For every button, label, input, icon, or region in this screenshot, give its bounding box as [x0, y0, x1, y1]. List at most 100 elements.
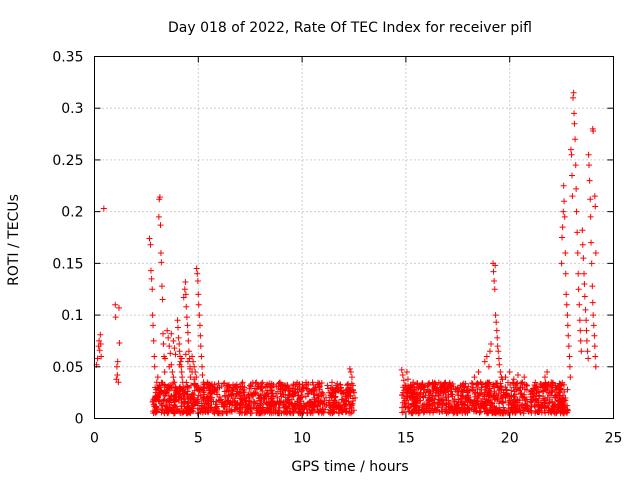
data-point — [214, 391, 221, 398]
data-point — [570, 89, 577, 96]
data-point — [566, 353, 573, 360]
data-point — [421, 400, 428, 407]
data-point — [182, 351, 189, 358]
data-point — [465, 393, 472, 400]
data-point — [181, 396, 188, 403]
data-point — [450, 410, 457, 417]
data-point — [457, 392, 464, 399]
data-point — [188, 382, 195, 389]
data-point — [574, 250, 581, 257]
data-point — [565, 343, 572, 350]
data-point — [520, 410, 527, 417]
data-point — [328, 392, 335, 399]
data-point — [576, 301, 583, 308]
data-point — [149, 286, 156, 293]
data-point — [401, 401, 408, 408]
data-point — [351, 389, 357, 396]
data-point — [169, 368, 176, 375]
data-point — [568, 172, 575, 179]
data-point — [559, 392, 566, 399]
data-point — [287, 392, 294, 399]
data-point — [315, 379, 322, 386]
data-point — [97, 331, 104, 338]
data-point — [490, 393, 497, 400]
data-point — [202, 408, 209, 415]
data-point — [148, 275, 155, 282]
data-point — [465, 407, 472, 414]
data-point — [400, 395, 407, 402]
data-point — [192, 400, 199, 407]
data-point — [340, 398, 347, 405]
data-point — [259, 379, 266, 386]
y-tick-label: 0.25 — [52, 153, 83, 169]
data-point — [184, 329, 191, 336]
data-point — [313, 387, 320, 394]
data-point — [495, 348, 502, 355]
data-point — [517, 384, 524, 391]
data-point — [171, 396, 178, 403]
data-point — [200, 394, 207, 401]
data-point — [154, 374, 161, 381]
data-point — [492, 409, 499, 416]
data-point — [454, 406, 461, 413]
data-point — [187, 396, 194, 403]
data-point — [559, 224, 566, 231]
data-point — [242, 397, 249, 404]
data-point — [156, 194, 163, 201]
data-point — [590, 127, 597, 134]
data-point — [178, 405, 185, 412]
data-point — [180, 294, 187, 301]
data-point — [171, 379, 178, 386]
data-point — [197, 332, 204, 339]
data-point — [113, 363, 120, 370]
data-point — [579, 241, 586, 248]
data-point — [168, 392, 175, 399]
data-point — [528, 408, 535, 415]
data-point — [471, 390, 478, 397]
data-point — [400, 377, 407, 384]
x-tick-label: 25 — [605, 431, 623, 447]
data-point — [489, 403, 496, 410]
data-point — [516, 397, 523, 404]
data-point — [478, 386, 485, 393]
data-point — [183, 314, 190, 321]
data-point — [583, 327, 590, 334]
data-point — [311, 396, 318, 403]
data-point — [241, 394, 248, 401]
data-point — [494, 334, 501, 341]
data-point — [205, 395, 212, 402]
data-point — [179, 379, 186, 386]
data-point — [161, 388, 168, 395]
data-point — [150, 337, 157, 344]
data-point — [191, 376, 198, 383]
data-point — [537, 384, 544, 391]
data-point — [271, 402, 278, 409]
grid-lines — [94, 56, 614, 419]
data-point — [476, 390, 483, 397]
data-point — [207, 389, 214, 396]
data-point — [564, 312, 571, 319]
data-point — [168, 385, 175, 392]
data-point — [184, 399, 191, 406]
data-point — [566, 363, 573, 370]
data-point — [193, 265, 200, 272]
data-point — [269, 392, 276, 399]
data-point — [532, 401, 539, 408]
data-point — [164, 327, 171, 334]
data-point — [160, 330, 167, 337]
data-point — [166, 343, 173, 350]
data-point — [176, 341, 183, 348]
data-point — [232, 383, 239, 390]
data-point — [339, 406, 346, 413]
data-point — [277, 390, 284, 397]
data-point — [157, 250, 164, 257]
data-point — [496, 406, 503, 413]
data-point — [581, 270, 588, 277]
data-point — [198, 405, 205, 412]
data-point — [558, 260, 565, 267]
data-point — [262, 393, 269, 400]
data-point — [94, 355, 101, 362]
data-point — [476, 409, 483, 416]
data-point — [302, 393, 309, 400]
data-point — [443, 397, 450, 404]
